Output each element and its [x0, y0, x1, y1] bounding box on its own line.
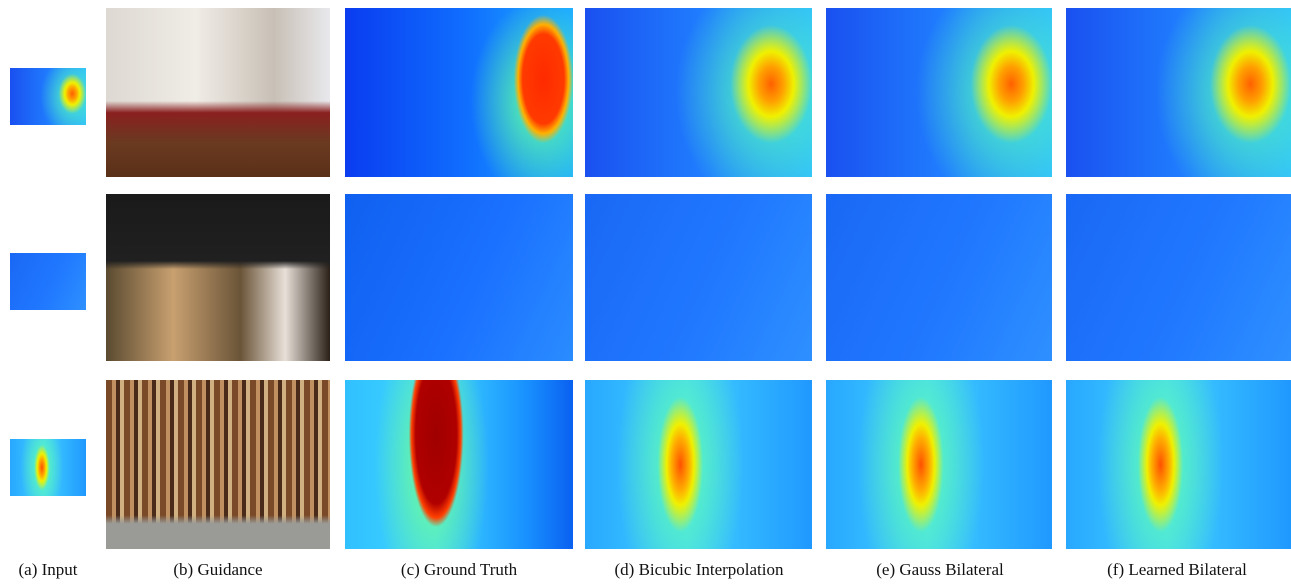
- depth-map: [826, 194, 1052, 361]
- caption: (c) Ground Truth: [401, 560, 517, 580]
- caption: (a) Input: [18, 560, 77, 580]
- depth-map: [585, 8, 812, 177]
- depth-map: [826, 8, 1052, 177]
- depth-map: [345, 194, 573, 361]
- caption: (d) Bicubic Interpolation: [614, 560, 783, 580]
- input-depth: [10, 68, 86, 125]
- depth-map: [585, 380, 812, 549]
- caption: (e) Gauss Bilateral: [876, 560, 1003, 580]
- depth-map: [826, 380, 1052, 549]
- input-depth: [10, 253, 86, 310]
- depth-map: [345, 8, 573, 177]
- guidance-photo: [106, 380, 330, 549]
- guidance-photo: [106, 8, 330, 177]
- guidance-photo: [106, 194, 330, 361]
- depth-map: [1066, 380, 1291, 549]
- input-depth: [10, 439, 86, 496]
- depth-map: [1066, 8, 1291, 177]
- depth-map: [345, 380, 573, 549]
- caption: (b) Guidance: [173, 560, 262, 580]
- caption: (f) Learned Bilateral: [1107, 560, 1247, 580]
- figure: (a) Input (b) Guidance (c) Ground Truth (d)…: [0, 0, 1291, 586]
- depth-map: [585, 194, 812, 361]
- depth-map: [1066, 194, 1291, 361]
